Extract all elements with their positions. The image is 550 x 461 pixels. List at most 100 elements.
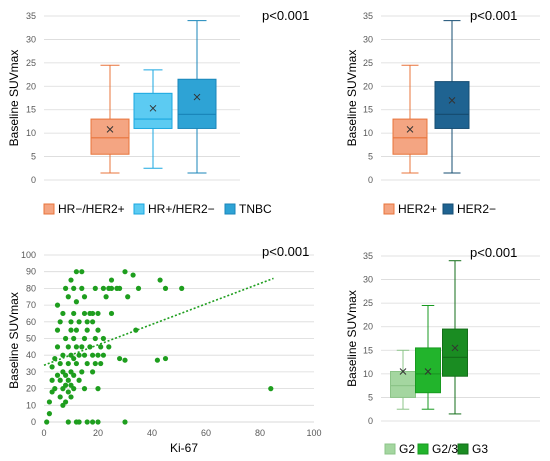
data-point xyxy=(122,419,128,425)
data-point xyxy=(57,360,63,367)
legend-swatch xyxy=(417,443,429,455)
mean-marker xyxy=(193,93,201,101)
data-point xyxy=(65,294,71,300)
y-tick-label: 15 xyxy=(363,105,373,115)
mean-marker xyxy=(406,126,414,133)
legend-label: HER2− xyxy=(457,202,496,216)
legend-label: HR+/HER2− xyxy=(148,202,215,216)
y-tick-label: 0 xyxy=(368,175,373,185)
y-tick-label: 10 xyxy=(26,400,36,410)
y-tick-label: 0 xyxy=(31,417,36,427)
data-point xyxy=(81,386,88,392)
data-point xyxy=(90,419,96,425)
data-point xyxy=(60,352,66,358)
legend-swatch xyxy=(384,443,396,455)
data-point xyxy=(122,357,128,363)
y-tick-label: 10 xyxy=(26,128,36,138)
data-point xyxy=(60,310,66,317)
data-point xyxy=(79,285,85,291)
data-point xyxy=(63,285,69,291)
data-point xyxy=(90,319,96,325)
data-point xyxy=(98,360,104,367)
data-point xyxy=(108,277,115,283)
data-point xyxy=(179,285,185,291)
legend-label: G2 xyxy=(399,442,415,456)
data-point xyxy=(71,335,77,342)
data-point xyxy=(46,399,53,405)
y-tick-label: 0 xyxy=(368,416,373,426)
p-value-annotation: p<0.001 xyxy=(470,8,517,23)
data-point xyxy=(92,360,98,367)
y-tick-label: 20 xyxy=(363,322,373,332)
data-point xyxy=(65,344,71,350)
y-tick-label: 5 xyxy=(368,392,373,402)
y-tick-label: 25 xyxy=(363,58,373,68)
x-tick-label: 60 xyxy=(201,428,211,438)
data-point xyxy=(106,344,112,350)
data-point xyxy=(54,327,61,333)
data-point xyxy=(76,319,82,325)
y-tick-label: 30 xyxy=(26,367,36,377)
data-point xyxy=(68,394,74,400)
y-tick-label: 10 xyxy=(363,369,373,379)
data-point xyxy=(79,344,85,350)
x-tick-label: 0 xyxy=(41,428,46,438)
data-point xyxy=(90,352,96,358)
legend-label: G3 xyxy=(472,442,488,456)
data-point xyxy=(122,269,128,275)
data-point xyxy=(57,377,63,383)
y-axis-label: Baseline SUVmax xyxy=(345,290,359,387)
y-tick-label: 100 xyxy=(21,250,36,260)
legend-swatch xyxy=(383,203,395,215)
mean-marker xyxy=(451,344,459,352)
y-axis-label: Baseline SUVmax xyxy=(345,50,359,147)
mean-marker xyxy=(106,126,114,133)
data-point xyxy=(81,352,88,358)
chart-panel-subtype: 0 5 10 15 20 25 30 35 Baseline SUVmax p<0.001 HR−/… xyxy=(7,8,309,216)
data-point xyxy=(100,285,106,291)
data-point xyxy=(54,344,61,350)
data-point xyxy=(76,419,82,425)
chart-panel-her2: 0 5 10 15 20 25 30 35 Baseline SUVmax p<0.001 HER2… xyxy=(345,8,540,216)
data-point xyxy=(133,327,139,333)
y-tick-label: 35 xyxy=(363,251,373,261)
box-iqr xyxy=(434,81,470,129)
data-point xyxy=(76,352,82,358)
data-point xyxy=(79,369,85,375)
y-tick-label: 30 xyxy=(26,34,36,44)
data-point xyxy=(57,394,63,400)
y-tick-label: 90 xyxy=(26,267,36,277)
y-axis-label: Baseline SUVmax xyxy=(7,50,21,147)
data-point xyxy=(73,327,79,333)
data-point xyxy=(73,360,79,367)
data-point xyxy=(68,319,74,325)
data-point xyxy=(71,355,77,362)
legend-label: G2/3 xyxy=(432,442,458,456)
mean-marker xyxy=(424,368,432,375)
y-tick-label: 5 xyxy=(368,152,373,162)
box-iqr xyxy=(90,118,130,155)
data-point xyxy=(154,357,160,363)
y-tick-label: 60 xyxy=(26,317,36,327)
data-point xyxy=(68,277,74,283)
data-point xyxy=(268,386,274,392)
y-tick-label: 25 xyxy=(26,58,36,68)
data-point xyxy=(98,344,104,350)
data-point xyxy=(71,285,77,291)
data-point xyxy=(92,335,98,342)
data-point xyxy=(92,285,98,291)
data-point xyxy=(73,344,79,350)
y-axis-label: Baseline SUVmax xyxy=(7,292,21,389)
data-point xyxy=(65,377,71,383)
data-point xyxy=(81,294,88,300)
y-tick-label: 35 xyxy=(26,11,36,21)
data-point xyxy=(52,355,58,362)
y-tick-label: 40 xyxy=(26,350,36,360)
data-point xyxy=(52,386,58,392)
data-point xyxy=(100,335,106,342)
data-point xyxy=(162,355,169,362)
data-point xyxy=(54,372,61,378)
data-point xyxy=(73,299,79,305)
data-point xyxy=(95,419,101,425)
